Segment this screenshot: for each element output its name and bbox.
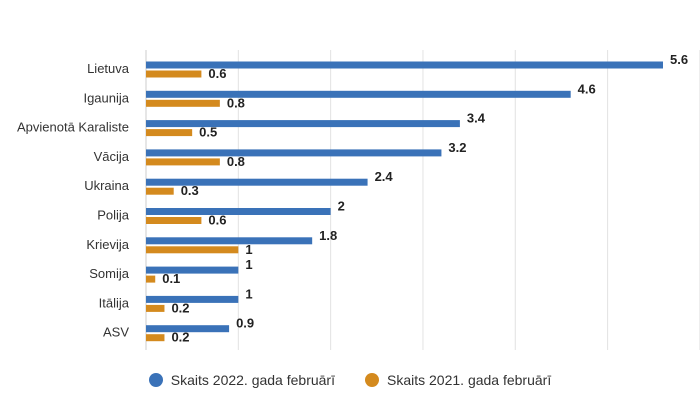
bar-series-2[interactable] [146,246,239,254]
bar-series-2[interactable] [146,217,202,224]
data-label-series-2: 0.2 [171,330,189,345]
category-label: Polija [97,208,130,223]
data-label-series-2: 0.2 [171,300,189,315]
bar-series-1[interactable] [146,178,368,186]
category-labels: Lietuva Igaunija Apvienotā Karaliste Vācija… [17,61,130,340]
bar-series-1[interactable] [146,149,442,157]
data-label-series-2: 1 [245,242,252,257]
category-label: Apvienotā Karaliste [17,120,129,135]
bar-series-1[interactable] [146,237,313,245]
data-label-series-1: 3.4 [467,111,486,126]
data-label-series-2: 0.6 [208,213,226,228]
bar-series-2[interactable] [146,304,165,312]
bar-series-2[interactable] [146,70,202,78]
bar-series-2[interactable] [146,334,165,342]
data-label-series-2: 0.1 [162,271,180,286]
value-labels: 5.60.64.60.83.40.53.20.82.40.320.61.8110… [162,52,688,345]
legend-item-series-2[interactable]: Skaits 2021. gada februārī [365,372,551,388]
data-label-series-1: 0.9 [236,316,254,331]
bar-series-2[interactable] [146,99,220,107]
bar-series-2[interactable] [146,187,174,195]
bar-series-1[interactable] [146,120,460,128]
data-label-series-1: 3.2 [448,140,466,155]
legend-marker-series-2 [365,373,379,387]
bar-series-1[interactable] [146,61,663,69]
category-label: ASV [103,325,129,340]
legend-marker-series-1 [148,373,163,387]
bar-series-1[interactable] [146,295,239,303]
category-label: Krievija [86,237,129,252]
data-label-series-1: 2.4 [375,169,394,184]
legend-item-series-1[interactable]: Skaits 2022. gada februārī [148,372,335,388]
legend-label-series-1: Skaits 2022. gada februārī [170,372,335,388]
bar-series-1[interactable] [146,325,230,333]
legend: Skaits 2022. gada februārī Skaits 2021. … [0,372,700,388]
data-label-series-1: 5.6 [670,52,688,67]
category-label: Somija [89,266,130,281]
data-label-series-2: 0.8 [227,95,245,110]
data-label-series-2: 0.5 [199,125,217,140]
data-label-series-1: 2 [338,199,345,214]
data-label-series-2: 0.3 [181,183,199,198]
data-label-series-1: 1.8 [319,228,337,243]
data-label-series-2: 0.6 [208,66,226,81]
category-label: Igaunija [83,90,129,105]
data-label-series-1: 4.6 [578,81,596,96]
bars [146,61,663,342]
bar-series-1[interactable] [146,266,239,274]
category-label: Itālija [99,295,130,310]
bar-series-1[interactable] [146,208,331,215]
category-label: Lietuva [87,61,130,76]
bar-series-2[interactable] [146,158,220,166]
category-label: Ukraina [84,178,130,193]
bar-series-1[interactable] [146,90,571,98]
bar-series-2[interactable] [146,129,193,137]
data-label-series-2: 0.8 [227,154,245,169]
bar-series-2[interactable] [146,275,156,283]
legend-label-series-2: Skaits 2021. gada februārī [387,372,552,388]
data-label-series-1: 1 [245,286,252,301]
category-label: Vācija [94,149,130,164]
data-label-series-1: 1 [245,257,252,272]
